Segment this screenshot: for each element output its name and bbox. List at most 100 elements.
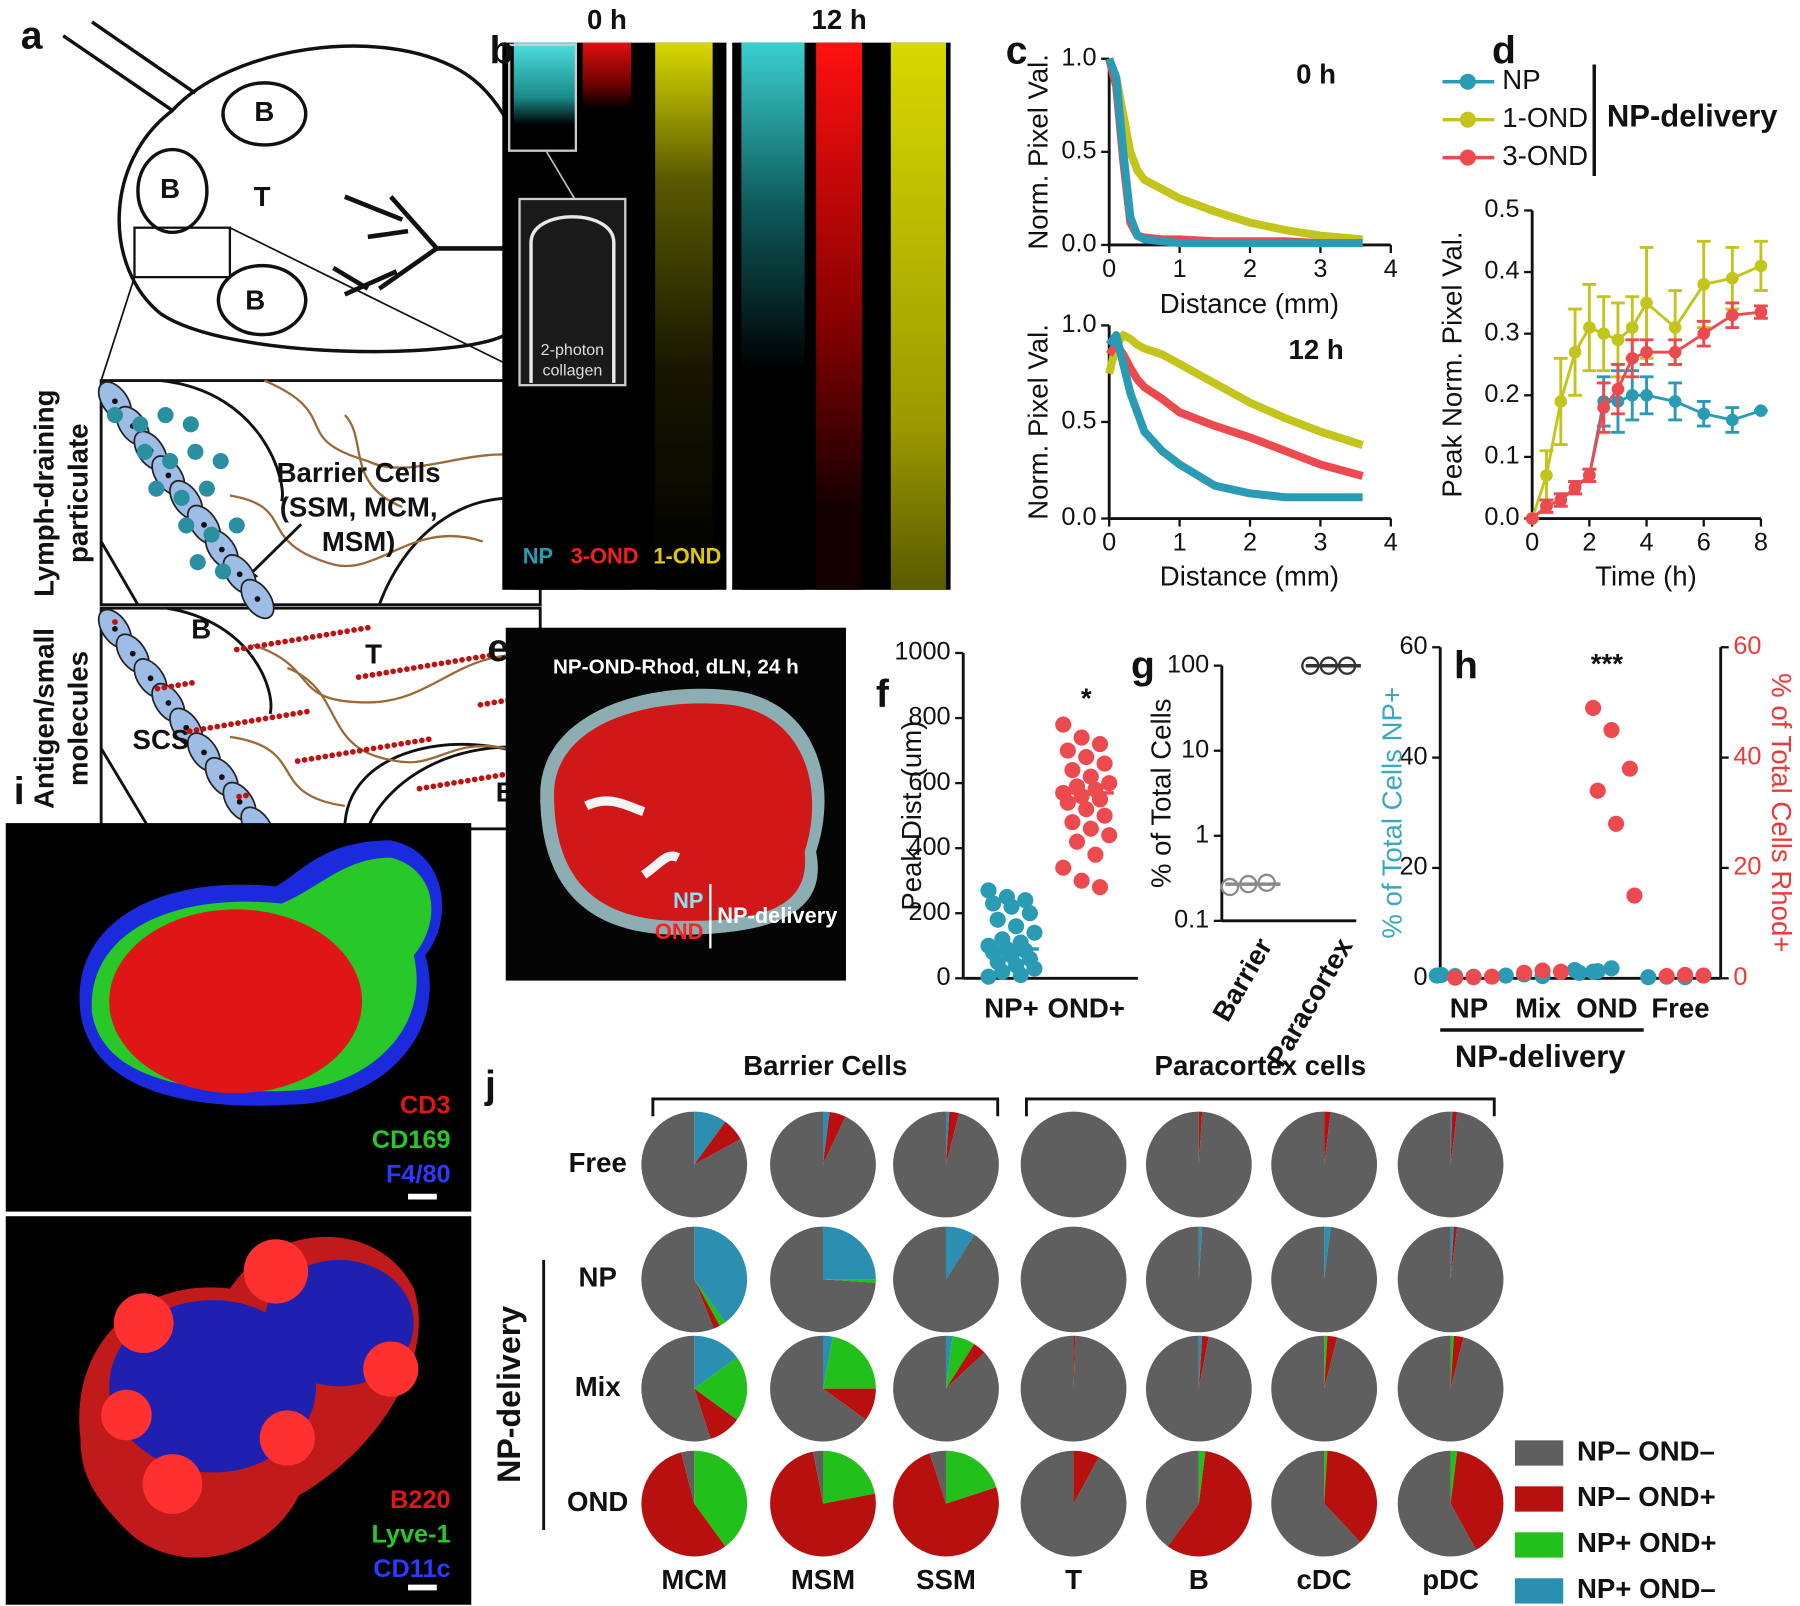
barrier-label: (SSM, MCM, <box>280 492 438 523</box>
pie-slice <box>1145 1111 1252 1218</box>
point <box>1082 768 1099 785</box>
particle <box>212 453 229 470</box>
pie-slice <box>1020 1335 1127 1442</box>
molecule <box>412 738 418 745</box>
y-tick-label: 0.3 <box>1484 318 1519 346</box>
molecule <box>330 630 337 637</box>
molecule <box>417 663 424 670</box>
point <box>1640 296 1653 310</box>
particle <box>148 480 165 497</box>
molecule <box>390 668 396 675</box>
y-tick-label: 800 <box>908 703 950 731</box>
pie-slice <box>1198 1450 1206 1504</box>
point <box>1754 305 1768 319</box>
point <box>1658 968 1675 985</box>
column-group-label: Barrier Cells <box>743 1050 907 1081</box>
pie-slice <box>694 1226 748 1323</box>
x-tick-label: 4 <box>1640 528 1654 556</box>
point <box>1064 814 1081 831</box>
point <box>1073 872 1090 889</box>
x-tick-label: 8 <box>1754 528 1768 556</box>
x-axis-label: Time (h) <box>1595 561 1697 592</box>
vessel-tree <box>332 194 529 297</box>
molecule <box>418 737 425 744</box>
y-tick-label: 0.5 <box>1061 137 1096 165</box>
x-tick-label: 0 <box>1525 528 1539 556</box>
image-i: CD3 CD169 F4/80 B220 Lyve-1 CD11c <box>5 823 472 1605</box>
pie-slice <box>641 1452 726 1557</box>
row-label: NP <box>579 1262 617 1293</box>
pie-slice <box>893 1335 999 1442</box>
point <box>1677 966 1694 984</box>
channel <box>655 42 713 590</box>
point <box>1552 963 1569 980</box>
panel-label: i <box>14 771 25 814</box>
legend-label: NP+ OND+ <box>1577 1527 1716 1558</box>
follicle <box>243 1239 309 1304</box>
molecule <box>471 776 478 783</box>
point <box>1597 327 1610 341</box>
point <box>1554 395 1568 408</box>
point <box>1611 333 1625 347</box>
channel-label: NP <box>673 888 703 913</box>
node-label: B <box>254 96 274 127</box>
pie-slice <box>893 1226 999 1333</box>
molecule <box>356 747 363 754</box>
legend-label: NP <box>1502 64 1540 95</box>
tissue <box>554 703 813 921</box>
group-label: NP-delivery <box>1455 1039 1626 1074</box>
point <box>1055 859 1072 876</box>
y-tick-label: 60 <box>1399 632 1427 660</box>
zone-label: SCS <box>133 724 190 755</box>
point <box>1568 345 1582 359</box>
molecule <box>410 665 417 671</box>
x-axis-label: Distance (mm) <box>1160 561 1339 592</box>
x-tick-label: 6 <box>1697 528 1711 556</box>
point <box>1433 966 1450 984</box>
molecule <box>477 701 484 708</box>
panel-label: e <box>487 627 509 670</box>
molecule <box>221 722 228 729</box>
molecule <box>255 716 262 723</box>
molecule <box>478 775 485 782</box>
pie-slice <box>694 1279 720 1329</box>
point <box>1059 794 1076 811</box>
pie-slice <box>945 1335 953 1389</box>
channel-label: NP <box>523 543 553 568</box>
panel-label: c <box>1006 29 1028 72</box>
conduit <box>229 643 541 808</box>
molecule <box>383 669 390 676</box>
molecule <box>283 712 290 718</box>
point <box>1668 395 1682 408</box>
point <box>1625 321 1639 334</box>
node-label: B <box>160 173 180 204</box>
nucleus <box>147 675 154 682</box>
point <box>1516 964 1533 981</box>
point <box>1087 846 1104 863</box>
pie-slice <box>641 1335 711 1442</box>
pie-slice <box>822 1388 876 1420</box>
zoom-box <box>133 226 232 279</box>
molecule <box>430 783 437 790</box>
point <box>1608 815 1625 832</box>
particle <box>182 416 199 433</box>
pie-slice <box>822 1226 876 1280</box>
pie-slice <box>770 1111 876 1218</box>
pie-slice <box>694 1357 748 1420</box>
pie-slice <box>822 1279 876 1283</box>
image-title: NP-OND-Rhod, dLN, 24 h <box>553 655 799 678</box>
stain-label: CD11c <box>373 1555 450 1583</box>
molecule <box>161 684 168 691</box>
point <box>1611 382 1625 396</box>
point <box>1640 969 1657 986</box>
x-axis-label: Distance (mm) <box>1160 288 1339 319</box>
nucleus <box>112 398 118 405</box>
point <box>1554 493 1568 507</box>
panel-label: b <box>490 29 514 72</box>
molecule <box>344 628 350 635</box>
y-tick-label: 0.4 <box>1484 257 1519 285</box>
y2-tick-label: 0 <box>1733 963 1747 991</box>
follicle <box>216 263 308 337</box>
molecule <box>316 632 323 639</box>
follicle <box>142 1454 203 1514</box>
